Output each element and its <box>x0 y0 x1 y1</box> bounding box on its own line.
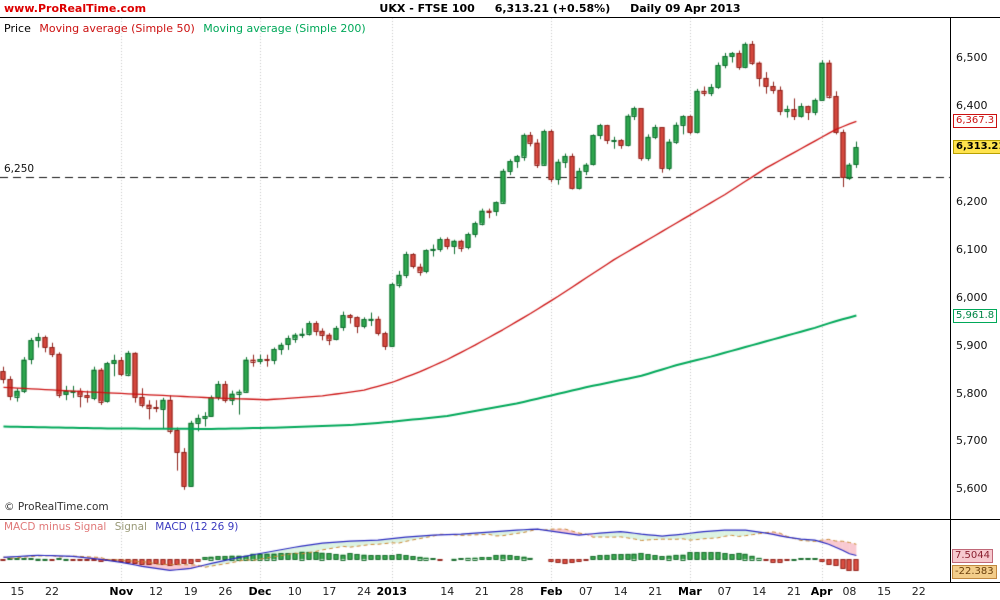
macd-axis[interactable]: 7.5044 -22.383 <box>950 520 1000 582</box>
x-axis-day-label: 26 <box>218 585 233 598</box>
y-axis-label: 6,100 <box>956 242 988 256</box>
x-axis-day-label: 08 <box>842 585 857 598</box>
price-chart-canvas[interactable] <box>0 18 950 519</box>
time-axis[interactable]: 15 22 Nov 12 19 26 Dec 10 17 24 2013 14 21 28 Feb 07 14 2… <box>0 583 1000 600</box>
prorealtime-site-link[interactable]: www.ProRealTime.com <box>4 2 147 15</box>
macd-chart-canvas[interactable] <box>0 520 950 582</box>
x-axis-day-label: 28 <box>509 585 524 598</box>
ma50-value-tag: 6,367.3 <box>953 114 998 129</box>
y-axis-label: 6,400 <box>956 99 988 113</box>
x-axis-day-label: 19 <box>183 585 198 598</box>
instrument-header: UKX - FTSE 100 6,313.21 (+0.58%) Daily 0… <box>0 2 1000 15</box>
y-axis-label: 5,900 <box>956 338 988 352</box>
legend-macd[interactable]: MACD (12 26 9) <box>155 521 239 533</box>
instrument-price-change: 6,313.21 (+0.58%) <box>494 2 611 15</box>
x-axis-month-label: Feb <box>540 585 563 598</box>
copyright-note: © ProRealTime.com <box>4 501 109 513</box>
y-axis-label: 6,500 <box>956 51 988 65</box>
price-legend: Price Moving average (Simple 50) Moving … <box>4 22 371 35</box>
last-price-tag: 6,313.21 <box>953 140 1000 155</box>
price-axis[interactable]: 6,367.3 6,313.21 5,961.8 6,500 6,400 6,200… <box>950 18 1000 519</box>
macd-legend: MACD minus Signal Signal MACD (12 26 9) <box>4 521 243 533</box>
x-axis-month-label: Mar <box>678 585 702 598</box>
horizontal-line-label[interactable]: 6,250 <box>4 163 35 176</box>
x-axis-day-label: 14 <box>613 585 628 598</box>
macd-panel: MACD minus Signal Signal MACD (12 26 9) … <box>0 520 1000 583</box>
x-axis-day-label: 07 <box>717 585 732 598</box>
x-axis-day-label: 07 <box>578 585 593 598</box>
x-axis-day-label: 21 <box>786 585 801 598</box>
legend-ma50[interactable]: Moving average (Simple 50) <box>39 22 195 35</box>
x-axis-day-label: 12 <box>149 585 164 598</box>
y-axis-label: 6,200 <box>956 194 988 208</box>
y-axis-label: 6,000 <box>956 290 988 304</box>
header-bar: www.ProRealTime.com UKX - FTSE 100 6,313… <box>0 0 1000 18</box>
price-panel: Price Moving average (Simple 50) Moving … <box>0 18 1000 520</box>
macd-hist-value-tag: -22.383 <box>952 564 997 579</box>
instrument-title: UKX - FTSE 100 <box>379 2 475 15</box>
x-axis-day-label: 14 <box>440 585 455 598</box>
x-axis-day-label: 21 <box>648 585 663 598</box>
ma200-value-tag: 5,961.8 <box>953 308 998 323</box>
timeframe-and-date: Daily 09 Apr 2013 <box>630 2 741 15</box>
x-axis-day-label: 10 <box>287 585 302 598</box>
x-axis-day-label: 22 <box>911 585 926 598</box>
x-axis-month-label: 2013 <box>376 585 408 598</box>
x-axis-day-label: 15 <box>877 585 892 598</box>
legend-ma200[interactable]: Moving average (Simple 200) <box>203 22 366 35</box>
x-axis-day-label: 14 <box>752 585 767 598</box>
y-axis-label: 5,700 <box>956 434 988 448</box>
legend-signal[interactable]: Signal <box>114 521 147 533</box>
x-axis-month-label: Dec <box>248 585 272 598</box>
x-axis-day-label: 15 <box>10 585 25 598</box>
x-axis-day-label: 17 <box>322 585 337 598</box>
x-axis-month-label: Nov <box>109 585 134 598</box>
macd-value-tag: 7.5044 <box>952 548 993 563</box>
x-axis-day-label: 21 <box>474 585 489 598</box>
y-axis-label: 5,600 <box>956 482 988 496</box>
y-axis-label: 5,800 <box>956 386 988 400</box>
x-axis-day-label: 22 <box>45 585 59 598</box>
x-axis-month-label: Apr <box>810 585 833 598</box>
x-axis-day-label: 24 <box>357 585 372 598</box>
legend-price[interactable]: Price <box>4 22 31 35</box>
legend-macd-minus-signal[interactable]: MACD minus Signal <box>4 521 107 533</box>
